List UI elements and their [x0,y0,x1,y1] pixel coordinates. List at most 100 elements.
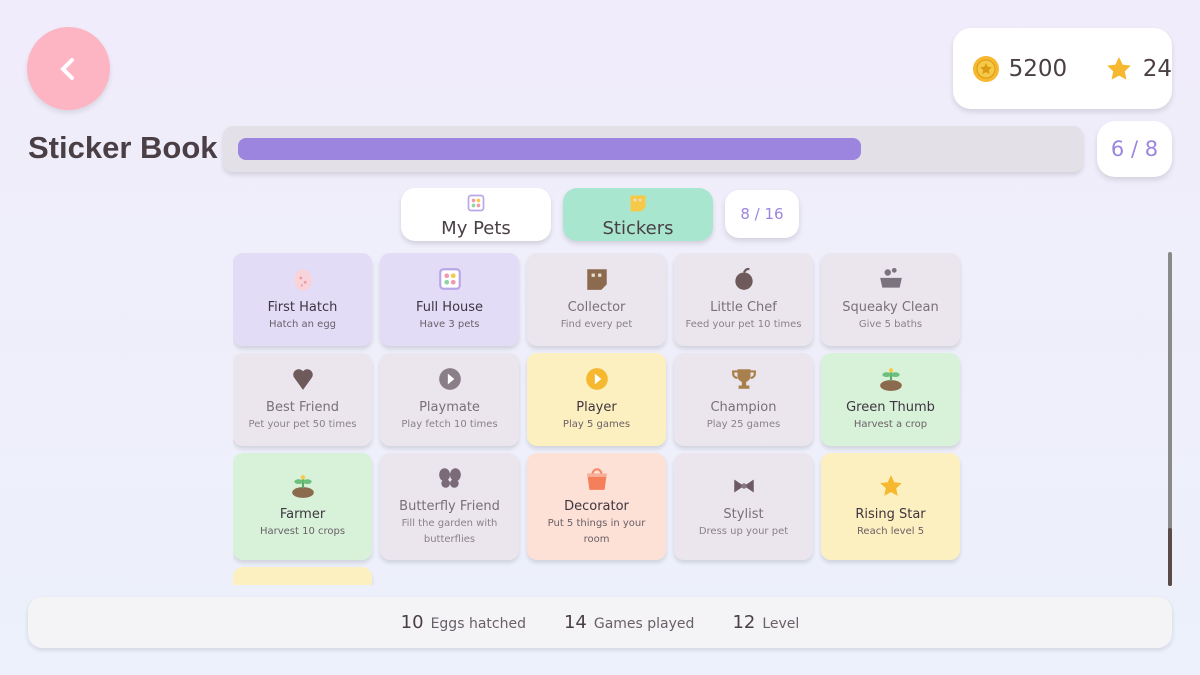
sticker-subtitle: Feed your pet 10 times [685,319,802,330]
back-button[interactable] [27,27,110,110]
sticker-subtitle: Give 5 baths [858,319,923,330]
sticker-title: Farmer [279,507,326,522]
sticker-list: First Hatch Hatch an egg Full House Have 3 … [233,253,973,585]
progress-label: 6 / 8 [1097,121,1172,177]
tab-icon [628,193,648,218]
sticker-card[interactable]: Farmer Harvest 10 crops [233,453,372,560]
back-icon [59,57,74,80]
sticker-card[interactable] [233,567,372,585]
sticker-card[interactable]: Collector Find every pet [527,253,666,346]
sticker-card[interactable]: Playmate Play fetch 10 times [380,353,519,446]
sticker-subtitle: Fill the garden with butterflies [401,518,498,545]
page-title: Sticker Book [28,130,218,165]
sticker-subtitle: Play 25 games [706,419,781,430]
sticker-icon [290,366,316,396]
sticker-glyph [293,269,312,291]
sticker-subtitle: Find every pet [560,319,633,330]
sticker-title: Champion [710,400,777,415]
sticker-glyph [438,468,461,488]
tab-glyph [630,195,646,212]
sticker-icon [290,266,316,296]
stat-label: Games played [593,616,695,632]
sticker-title: Collector [567,300,626,315]
tab-label: My Pets [441,218,511,239]
sticker-glyph [733,479,754,493]
sticker-glyph [731,369,756,389]
sticker-card[interactable]: First Hatch Hatch an egg [233,253,372,346]
sticker-subtitle: Put 5 things in your room [547,518,646,545]
sticker-title: Player [576,400,617,415]
sticker-card[interactable]: Rising Star Reach level 5 [821,453,960,560]
stats-bar: 10 Eggs hatched 14 Games played 12 Level [28,597,1172,648]
sticker-grid: First Hatch Hatch an egg Full House Have 3 … [233,253,973,585]
sticker-title: Butterfly Friend [399,499,500,514]
sticker-title: Green Thumb [846,400,935,415]
sticker-glyph [586,269,607,290]
sticker-card[interactable]: Best Friend Pet your pet 50 times [233,353,372,446]
sticker-icon [731,366,757,396]
sticker-icon [437,465,463,495]
sticker-title: Playmate [419,400,480,415]
progress-fill [238,138,861,160]
stat: 12 Level [732,612,799,633]
coin-icon [973,55,999,82]
scroll-thumb [1168,528,1172,586]
sticker-count: 8 / 16 [725,190,799,238]
stat-label: Eggs hatched [430,616,526,632]
sticker-card[interactable]: Stylist Dress up your pet [674,453,813,560]
sticker-title: Rising Star [855,507,926,522]
sticker-title: Stylist [723,507,764,522]
coin-count: 5200 [1008,55,1068,82]
sticker-card[interactable]: Full House Have 3 pets [380,253,519,346]
scrollbar [1168,252,1172,586]
sticker-subtitle: Have 3 pets [419,319,480,330]
sticker-glyph [291,475,314,498]
sticker-card[interactable]: Butterfly Friend Fill the garden with but… [380,453,519,560]
stat-value: 12 [732,612,756,633]
sticker-icon [731,266,757,296]
sticker-icon [878,473,904,503]
sticker-card[interactable]: Squeaky Clean Give 5 baths [821,253,960,346]
sticker-title: Little Chef [710,300,777,315]
sticker-title: Squeaky Clean [842,300,939,315]
sticker-icon [437,266,463,296]
tab-label: Stickers [602,218,674,239]
tab[interactable]: My Pets [401,188,551,241]
sticker-subtitle: Play fetch 10 times [401,419,498,430]
sticker-card[interactable]: Player Play 5 games [527,353,666,446]
sticker-card[interactable]: Decorator Put 5 things in your room [527,453,666,560]
sticker-card[interactable]: Green Thumb Harvest a crop [821,353,960,446]
stat-value: 10 [400,612,424,633]
tab-icon [466,193,486,218]
tab-glyph [467,194,485,212]
sticker-subtitle: Dress up your pet [698,526,789,537]
sticker-subtitle: Play 5 games [562,419,631,430]
sticker-subtitle: Reach level 5 [856,526,925,537]
sticker-icon [437,366,463,396]
sticker-title: Full House [415,300,484,315]
sticker-title: First Hatch [267,300,338,315]
sticker-icon [584,366,610,396]
sticker-glyph [879,267,902,288]
sticker-subtitle: Hatch an egg [268,319,337,330]
sticker-icon [878,366,904,396]
stat: 14 Games played [564,612,694,633]
sticker-icon [878,266,904,296]
sticker-subtitle: Harvest 10 crops [259,526,346,537]
star-icon [1107,56,1131,80]
sticker-card[interactable]: Little Chef Feed your pet 10 times [674,253,813,346]
sticker-glyph [586,468,607,490]
sticker-card[interactable]: Champion Play 25 games [674,353,813,446]
sticker-title: Best Friend [266,400,339,415]
sticker-subtitle: Pet your pet 50 times [248,419,357,430]
sticker-glyph [585,368,608,390]
wallet: 5200 24 [953,28,1172,109]
tab[interactable]: Stickers [563,188,713,241]
progress-track [223,126,1083,172]
sticker-icon [584,465,610,495]
sticker-glyph [879,475,902,496]
sticker-glyph [438,268,461,290]
sticker-title: Decorator [564,499,629,514]
stat-value: 14 [563,612,587,633]
